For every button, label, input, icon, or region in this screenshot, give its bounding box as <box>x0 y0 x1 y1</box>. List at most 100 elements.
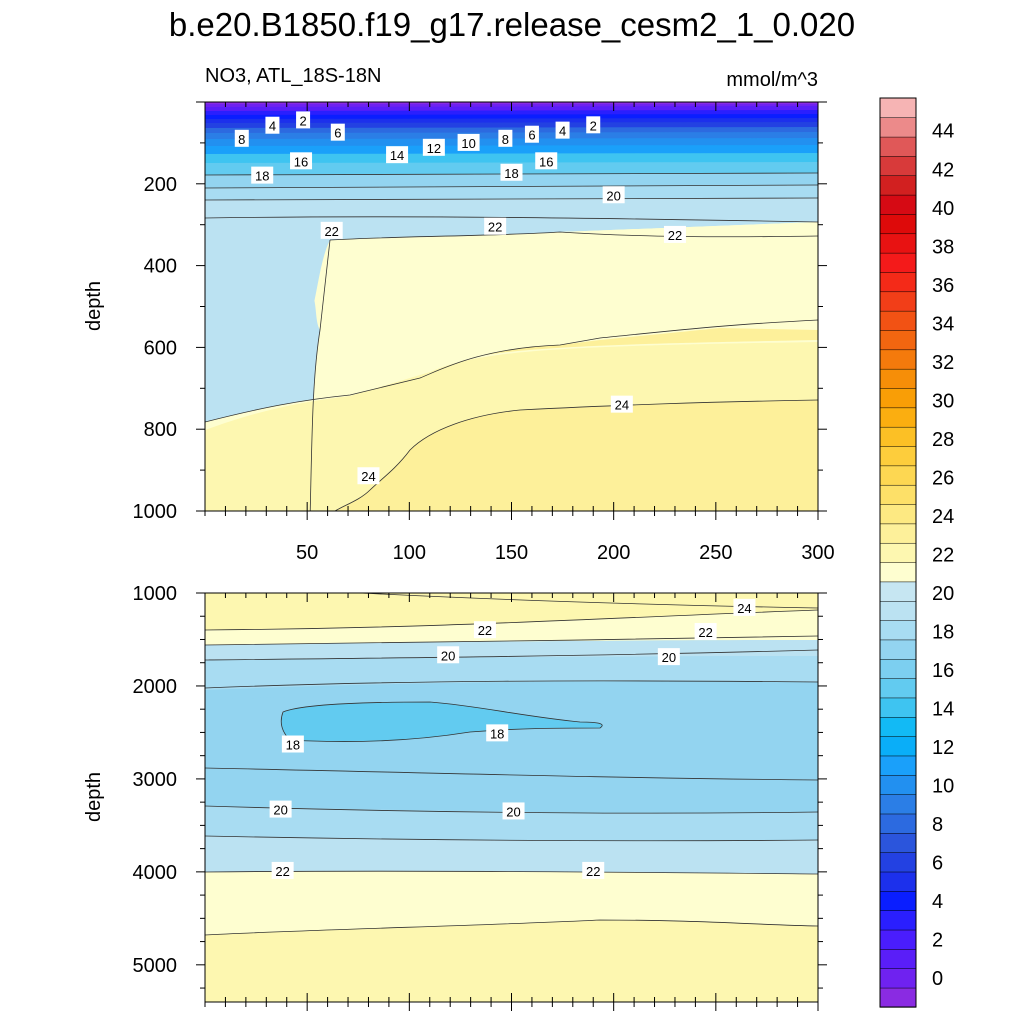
x-tick-label: 50 <box>296 542 318 564</box>
contour-label-text: 4 <box>269 119 276 134</box>
colorbar-swatch <box>879 136 917 157</box>
colorbar-swatch <box>879 407 917 428</box>
x-tick-label: 250 <box>699 542 732 564</box>
colorbar-swatch <box>879 252 917 273</box>
contour-label: 2 <box>586 116 601 134</box>
colorbar-swatch <box>879 291 917 312</box>
colorbar-swatch <box>879 503 917 525</box>
contour-label-text: 20 <box>441 648 455 663</box>
colorbar-swatch <box>879 155 917 177</box>
colorbar-swatch <box>879 175 917 196</box>
contour-label: 18 <box>251 166 274 184</box>
colorbar-label: 24 <box>932 506 954 528</box>
contour-label-text: 22 <box>324 224 338 239</box>
colorbar-swatch <box>879 387 917 409</box>
colorbar-swatch <box>879 968 917 989</box>
y-tick-label: 4000 <box>133 862 178 884</box>
upper-ticks: 50 100 150 200 250 300 200 400 600 800 1000 <box>133 101 835 564</box>
contour-label-text: 22 <box>698 625 712 640</box>
colorbar-label: 30 <box>932 390 954 412</box>
colorbar-label: 6 <box>932 853 943 875</box>
contour-label-text: 22 <box>668 228 682 243</box>
colorbar-swatch <box>879 910 917 931</box>
contour-label: 4 <box>555 121 570 139</box>
contour-label: 24 <box>733 598 756 616</box>
contour-label: 8 <box>234 129 249 147</box>
colorbar-label: 18 <box>932 621 954 643</box>
contour-label: 10 <box>457 133 480 151</box>
contour-label-text: 24 <box>615 398 629 413</box>
contour-label-text: 22 <box>488 220 502 235</box>
colorbar-swatch <box>879 677 917 699</box>
colorbar-swatch <box>879 658 917 679</box>
colorbar-swatch <box>879 852 917 873</box>
contour-label: 22 <box>694 623 717 641</box>
contour-label: 18 <box>486 724 509 742</box>
contour-label-text: 22 <box>275 864 289 879</box>
contour-label-text: 4 <box>559 124 566 139</box>
colorbar-swatch <box>879 813 917 834</box>
colorbar-swatch <box>879 794 917 815</box>
y-tick-label: 5000 <box>133 955 178 977</box>
colorbar-swatch <box>879 271 917 293</box>
colorbar-swatch <box>879 97 917 118</box>
contour-label-text: 22 <box>586 864 600 879</box>
contour-label: 22 <box>320 221 343 239</box>
contour-label-text: 18 <box>490 726 504 741</box>
lower-ticks: 1000 2000 3000 4000 5000 <box>133 583 827 1011</box>
colorbar: 0246810121416182022242628303234363840424… <box>879 97 954 1008</box>
colorbar-label: 0 <box>932 968 943 990</box>
units-label: mmol/m^3 <box>726 69 818 91</box>
colorbar-swatch <box>879 310 917 331</box>
contour-label-text: 14 <box>390 148 404 163</box>
contour-label: 16 <box>290 152 313 170</box>
contour-label-text: 2 <box>590 118 597 133</box>
contour-label-text: 18 <box>504 166 518 181</box>
contour-label-text: 18 <box>286 738 300 753</box>
colorbar-swatch <box>879 619 917 641</box>
colorbar-swatch <box>879 368 917 389</box>
contour-label: 24 <box>610 395 633 413</box>
y-tick-label: 2000 <box>133 676 178 698</box>
colorbar-label: 4 <box>932 891 943 913</box>
colorbar-swatch <box>879 484 917 505</box>
contour-label-text: 20 <box>662 650 676 665</box>
colorbar-swatch <box>879 561 917 583</box>
contour-label: 22 <box>663 225 686 243</box>
contour-label-text: 6 <box>528 128 535 143</box>
colorbar-label: 8 <box>932 814 943 836</box>
colorbar-swatch <box>879 542 917 563</box>
colorbar-swatch <box>879 600 917 621</box>
colorbar-swatch <box>879 117 917 138</box>
contour-label: 22 <box>271 861 294 879</box>
contour-label: 22 <box>484 217 507 235</box>
contour-label: 2 <box>296 111 311 129</box>
colorbar-label: 36 <box>932 275 954 297</box>
colorbar-swatch <box>879 233 917 254</box>
contour-label-text: 24 <box>737 601 751 616</box>
y-tick-label: 200 <box>144 174 177 196</box>
upper-contour-lines <box>205 172 818 511</box>
contour-label-text: 18 <box>255 169 269 184</box>
x-tick-label: 300 <box>801 542 834 564</box>
contour-label: 18 <box>500 163 523 181</box>
colorbar-frame <box>879 97 917 1008</box>
contour-label: 4 <box>265 116 280 134</box>
y-tick-label: 1000 <box>133 501 178 523</box>
colorbar-label: 12 <box>932 737 954 759</box>
contour-label-text: 20 <box>606 188 620 203</box>
y-tick-label: 800 <box>144 419 177 441</box>
colorbar-swatch <box>879 871 917 892</box>
colorbar-swatch <box>879 465 917 486</box>
contour-label-text: 10 <box>461 136 475 151</box>
colorbar-swatch <box>879 329 917 351</box>
colorbar-swatch <box>879 194 917 215</box>
y-tick-label: 3000 <box>133 769 178 791</box>
colorbar-swatch <box>879 639 917 660</box>
contour-label-text: 8 <box>502 132 509 147</box>
chart-title: b.e20.B1850.f19_g17.release_cesm2_1_0.02… <box>169 6 855 43</box>
left-subtitle: NO3, ATL_18S-18N <box>205 65 381 87</box>
colorbar-swatch <box>879 581 917 602</box>
